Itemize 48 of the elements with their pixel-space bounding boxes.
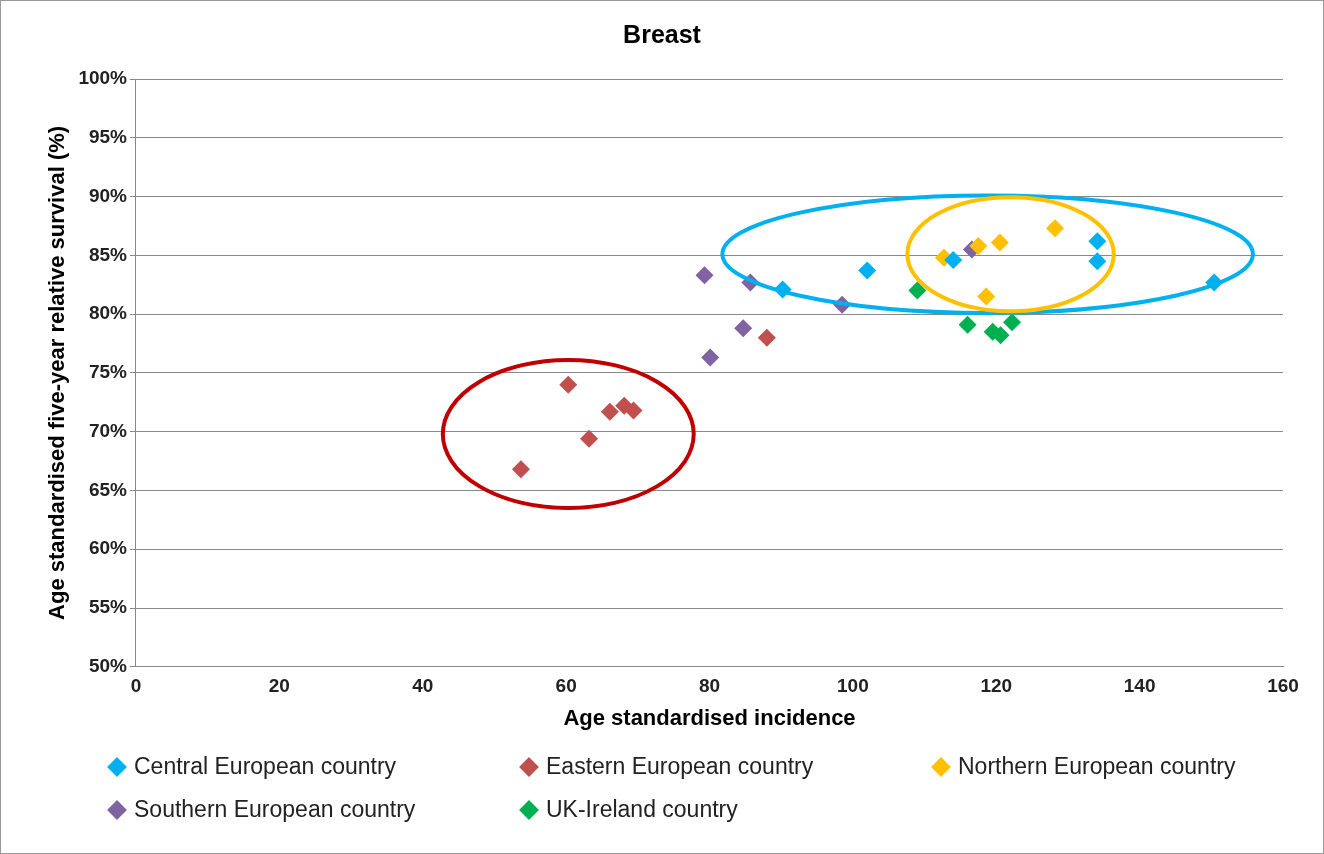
y-tick-label: 80% [88,302,128,324]
x-tick-label: 120 [980,675,1013,697]
x-tick-label: 0 [130,675,142,697]
x-tick-label: 140 [1123,675,1156,697]
y-tick-label: 70% [88,419,128,441]
point [624,401,643,420]
y-tick-label: 60% [88,537,128,559]
chart-title: Breast [623,19,702,48]
point [944,251,963,270]
y-tick-label: 100% [78,67,128,89]
y-tick-label: 65% [88,478,128,500]
y-tick-label: 75% [88,361,128,383]
point [990,233,1009,252]
point [1003,313,1022,332]
point [701,348,720,367]
x-tick-label: 20 [268,675,290,697]
x-tick-label: 100 [837,675,869,697]
point [958,315,977,334]
point [1088,232,1107,251]
legend-label: UK-Ireland country [546,796,738,823]
x-axis-title: Age standardised incidence [563,704,856,730]
x-tick-label: 60 [555,675,577,697]
x-tick-label: 40 [412,675,434,697]
point [1046,219,1065,238]
point [511,460,530,479]
y-tick-label: 50% [88,655,128,677]
point [695,266,714,285]
y-tick-label: 95% [88,126,128,148]
y-tick-label: 90% [88,184,128,206]
x-tick-label: 80 [698,675,721,697]
point [908,281,927,300]
y-tick-label: 85% [88,243,128,265]
legend-label: Central European country [134,753,397,780]
point [1088,252,1107,271]
legend-label: Eastern European country [546,753,814,780]
legend-label: Northern European country [958,753,1236,780]
point [969,236,988,255]
x-tick-label: 160 [1267,675,1299,697]
point [858,261,877,280]
point [977,287,996,306]
point [559,375,578,394]
point [734,319,753,338]
y-tick-label: 55% [88,596,128,618]
point [600,402,619,421]
point [757,328,776,347]
y-axis-title: Age standardised five-year relative survival (%) [44,125,70,620]
legend-label: Southern European country [134,796,416,823]
point [580,429,599,448]
